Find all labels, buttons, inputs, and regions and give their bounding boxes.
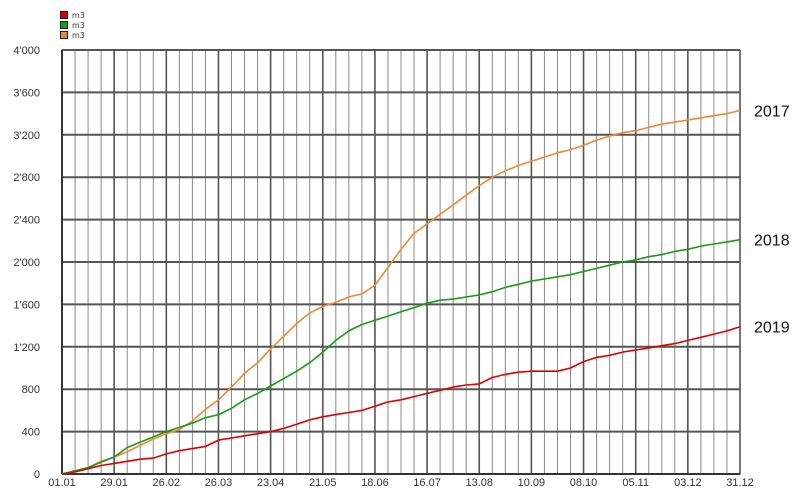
x-tick-label: 05.11 <box>622 477 649 488</box>
legend: m3 m3 m3 <box>60 10 85 40</box>
x-tick-label: 10.09 <box>518 477 546 488</box>
x-tick-label: 26.03 <box>205 477 233 488</box>
y-tick-label: 3'600 <box>13 87 40 99</box>
y-tick-label: 0 <box>34 469 40 481</box>
y-tick-label: 3'200 <box>13 130 40 142</box>
y-tick-label: 1'600 <box>13 299 40 311</box>
x-tick-label: 23.04 <box>257 477 285 488</box>
legend-swatch-red <box>60 11 68 19</box>
series-end-label-2019: 2019 <box>754 320 790 337</box>
x-tick-label: 03.12 <box>674 477 702 488</box>
legend-swatch-green <box>60 21 68 29</box>
series-end-label-2017: 2017 <box>754 103 790 120</box>
legend-swatch-orange <box>60 31 68 39</box>
series-end-label-2018: 2018 <box>754 233 790 250</box>
x-tick-label: 18.06 <box>361 477 389 488</box>
legend-label-red: m3 <box>72 10 85 20</box>
y-tick-label: 4'000 <box>13 45 40 57</box>
legend-item-red: m3 <box>60 10 85 20</box>
y-tick-label: 400 <box>22 427 40 439</box>
series-line-2017 <box>61 109 741 475</box>
x-tick-label: 08.10 <box>570 477 598 488</box>
x-tick-label: 16.07 <box>413 477 441 488</box>
legend-label-green: m3 <box>72 20 85 30</box>
legend-label-orange: m3 <box>72 30 85 40</box>
x-tick-label: 29.01 <box>100 477 128 488</box>
series-line-2018 <box>61 238 741 475</box>
y-tick-label: 800 <box>22 384 40 396</box>
legend-item-orange: m3 <box>60 30 85 40</box>
legend-item-green: m3 <box>60 20 85 30</box>
y-tick-label: 2'800 <box>13 172 40 184</box>
x-tick-label: 31.12 <box>726 477 754 488</box>
y-tick-label: 2'400 <box>13 215 40 227</box>
y-tick-label: 1'200 <box>13 342 40 354</box>
x-tick-label: 21.05 <box>309 477 337 488</box>
x-tick-label: 13.08 <box>465 477 493 488</box>
series-line-2019 <box>61 325 741 475</box>
x-tick-label: 26.02 <box>153 477 181 488</box>
y-tick-label: 2'000 <box>13 257 40 269</box>
x-tick-label: 01.01 <box>48 477 76 488</box>
